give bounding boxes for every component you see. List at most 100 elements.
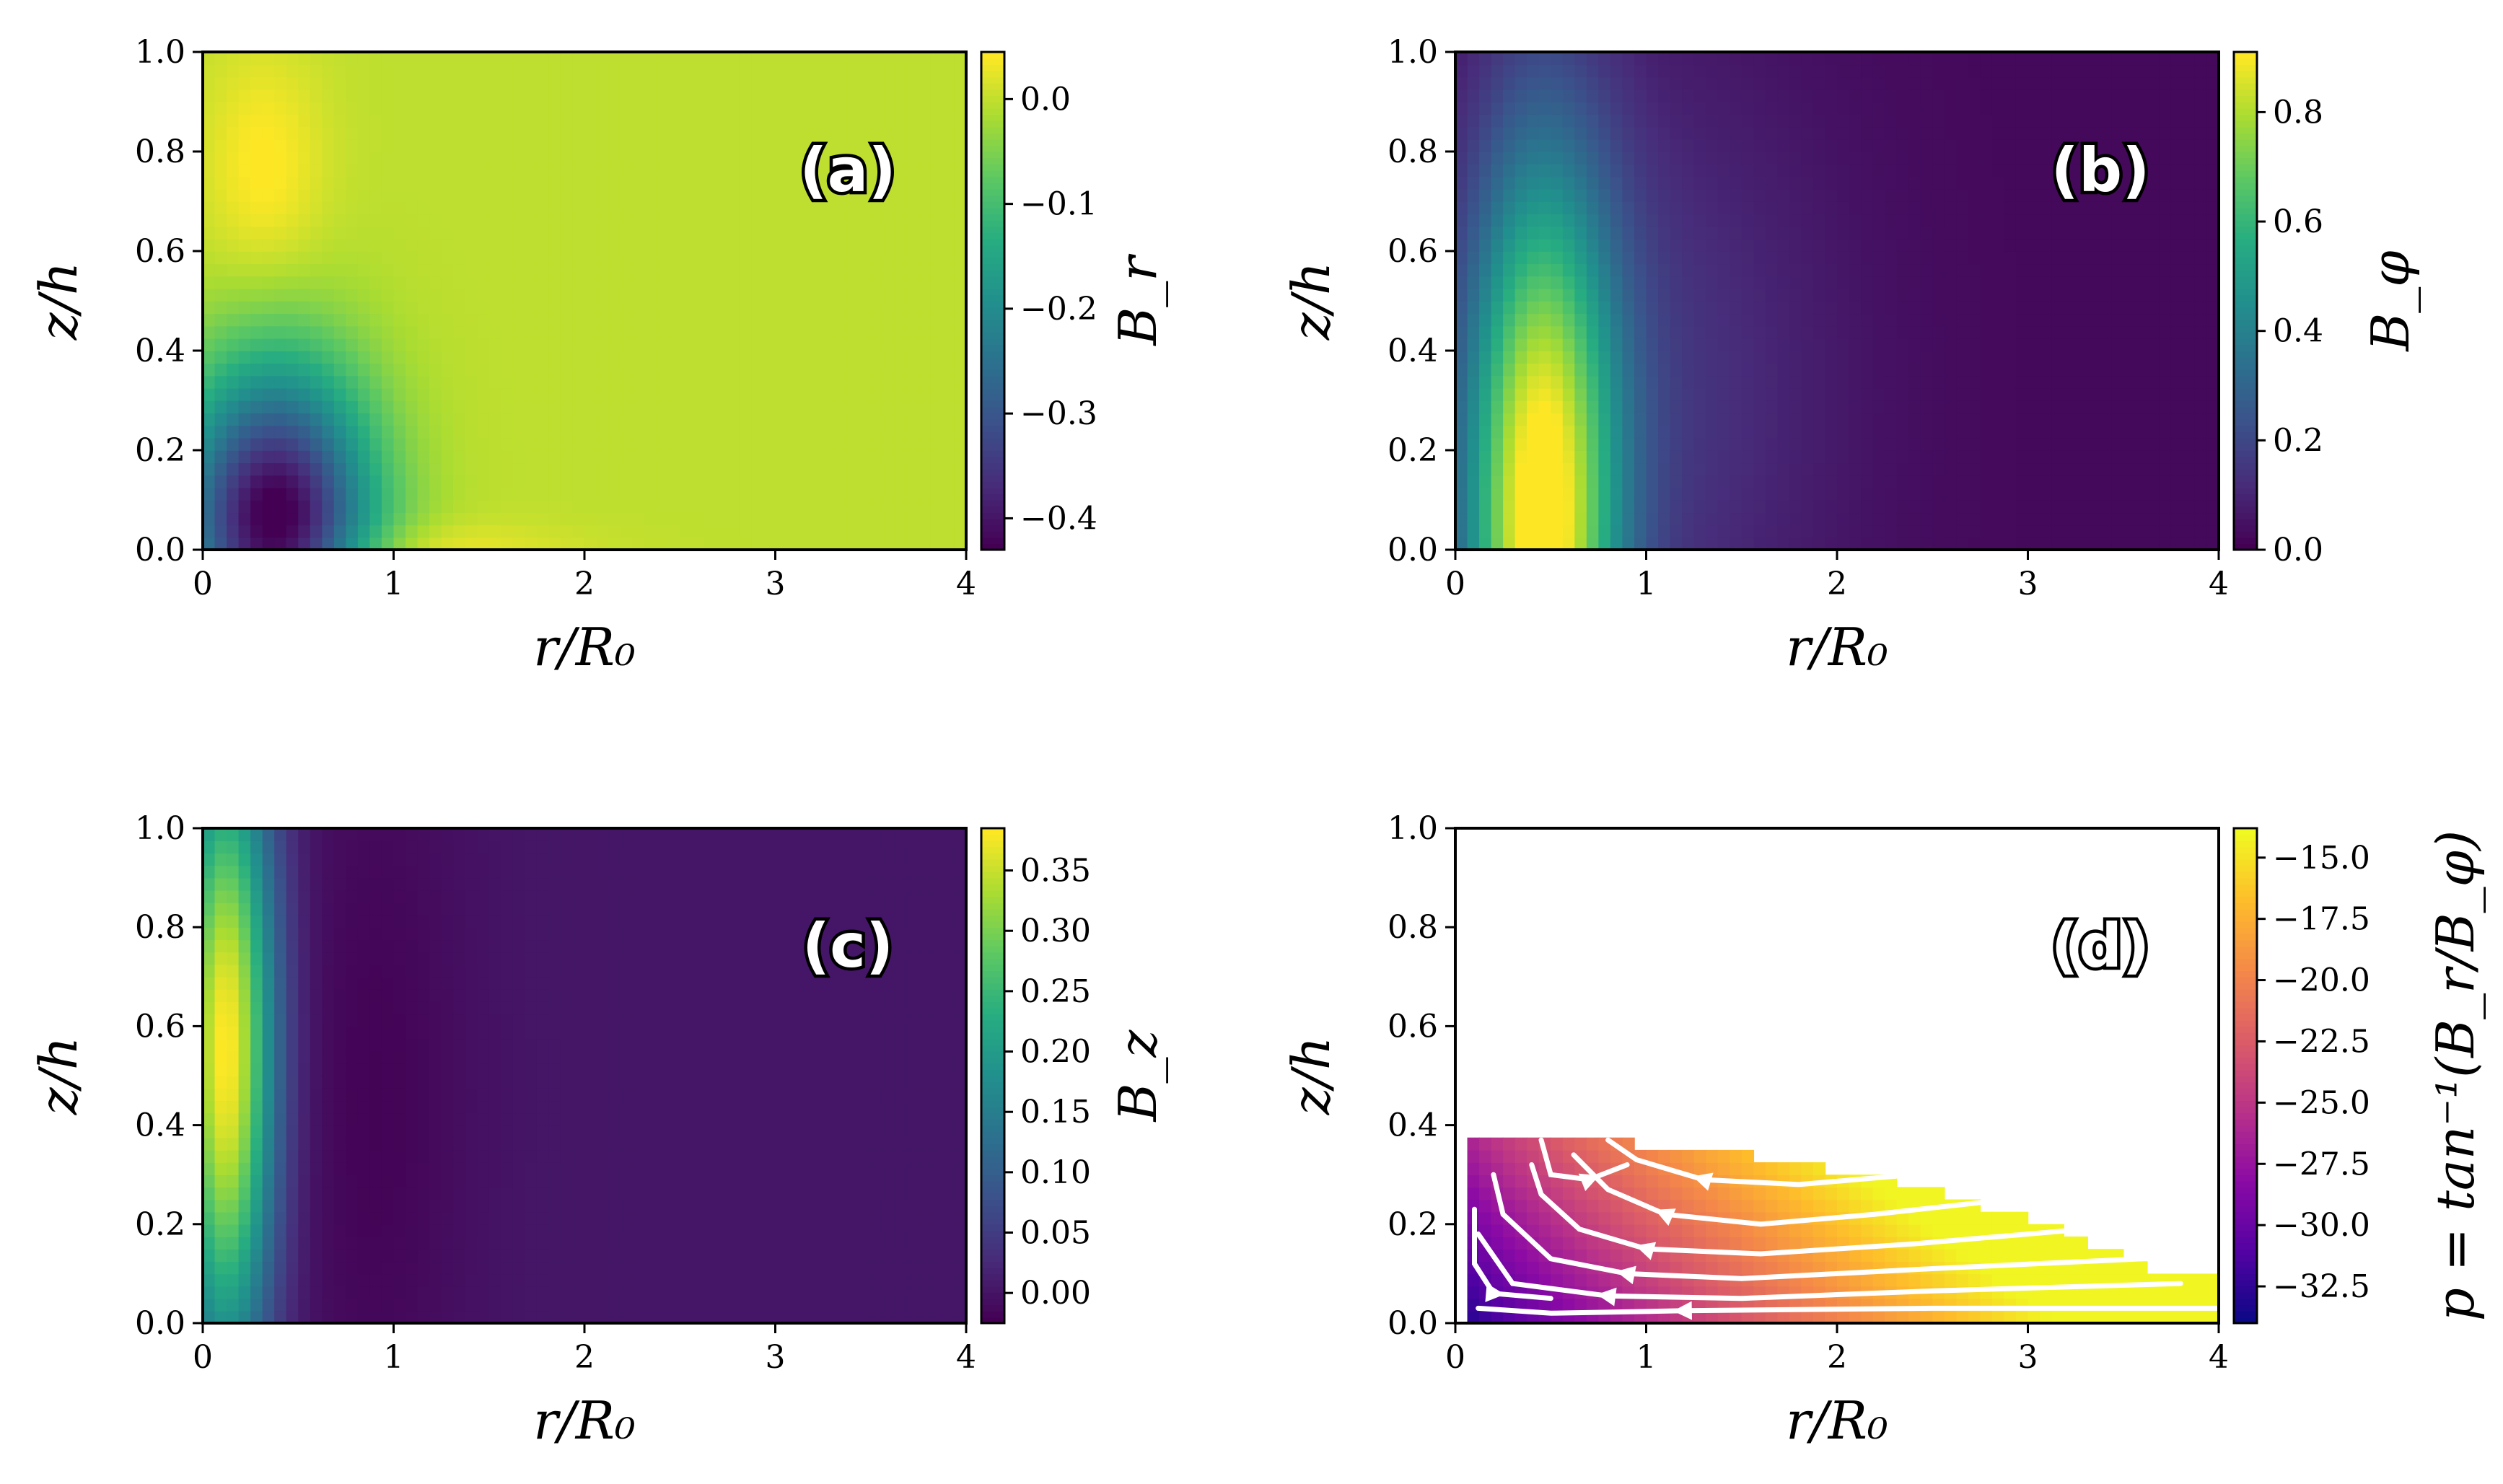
heatmap-cell [882,537,895,550]
heatmap-cell [2028,89,2040,102]
heatmap-cell [1789,425,1802,439]
heatmap-cell [2123,102,2136,115]
heatmap-cell [2075,450,2088,464]
heatmap-cell [942,313,955,327]
heatmap-cell [2051,176,2064,190]
heatmap-cell [1574,387,1587,401]
heatmap-cell [584,288,597,302]
colorbar-segment [981,120,1004,128]
heatmap-cell [1896,338,1909,351]
heatmap-cell [894,276,908,289]
heatmap-cell [954,238,967,252]
heatmap-cell [274,338,287,351]
heatmap-cell [846,214,860,227]
heatmap-cell [918,114,931,128]
heatmap-cell [1896,201,1909,215]
heatmap-cell [560,512,574,526]
heatmap-cell [823,76,836,90]
heatmap-cell [2087,276,2100,289]
heatmap-cell [333,363,347,377]
heatmap-cell [477,400,490,414]
heatmap-cell [2099,500,2113,514]
heatmap-cell [1514,325,1527,339]
heatmap-cell [501,450,514,464]
heatmap-cell [656,375,669,389]
heatmap-cell [906,288,919,302]
heatmap-cell [715,114,729,128]
heatmap-cell [1693,338,1706,351]
heatmap-cell [1538,139,1552,152]
heatmap-cell [1455,363,1468,377]
heatmap-cell [429,251,442,265]
heatmap-cell [1646,214,1659,227]
heatmap-cell [1646,375,1659,389]
heatmap-cell [1837,363,1850,377]
heatmap-cell [1551,351,1564,364]
heatmap-cell [417,238,430,252]
heatmap-cell [1586,176,1600,190]
heatmap-cell [1801,263,1814,277]
heatmap-cell [453,102,466,115]
heatmap-cell [632,226,645,240]
heatmap-cell [2015,512,2029,526]
heatmap-cell [381,288,395,302]
heatmap-cell [560,152,574,165]
heatmap-cell [333,413,347,426]
heatmap-cell [1765,500,1779,514]
heatmap-cell [2075,52,2088,66]
heatmap-cell [1538,375,1552,389]
heatmap-cell [1825,114,1838,128]
heatmap-cell [1765,537,1779,550]
heatmap-cell [2075,176,2088,190]
heatmap-cell [799,387,812,401]
heatmap-cell [1467,400,1480,414]
heatmap-cell [894,338,908,351]
heatmap-cell [691,263,705,277]
heatmap-cell [346,276,359,289]
heatmap-cell [751,214,764,227]
heatmap-cell [1622,251,1635,265]
heatmap-cell [1765,176,1779,190]
heatmap-cell [799,338,812,351]
heatmap-cell [548,126,561,140]
heatmap-cell [357,64,371,78]
heatmap-cell [346,363,359,377]
heatmap-cell [811,89,824,102]
heatmap-cell [2135,462,2148,476]
heatmap-cell [1812,263,1826,277]
heatmap-cell [1717,176,1731,190]
heatmap-cell [1908,188,1921,202]
heatmap-cell [775,500,788,514]
heatmap-cell [333,500,347,514]
heatmap-cell [1801,89,1814,102]
heatmap-cell [250,425,263,439]
heatmap-cell [369,288,382,302]
heatmap-cell [2087,338,2100,351]
heatmap-cell [1634,164,1647,177]
heatmap-cell [1706,450,1719,464]
heatmap-cell [1551,512,1564,526]
heatmap-cell [429,512,442,526]
heatmap-cell [859,201,872,215]
heatmap-cell [1455,89,1468,102]
heatmap-cell [1861,437,1874,451]
heatmap-cell [2135,288,2148,302]
heatmap-cell [1455,387,1468,401]
heatmap-cell [835,152,848,165]
heatmap-cell [2051,114,2064,128]
heatmap-cell [727,164,740,177]
heatmap-cell [1479,214,1492,227]
heatmap-cell [954,214,967,227]
heatmap-cell [274,462,287,476]
heatmap-cell [846,152,860,165]
heatmap-cell [954,400,967,414]
heatmap-cell [369,338,382,351]
heatmap-cell [227,226,240,240]
heatmap-cell [882,351,895,364]
heatmap-cell [1789,375,1802,389]
heatmap-cell [787,52,800,66]
heatmap-cell [2051,226,2064,240]
heatmap-cell [763,76,776,90]
heatmap-cell [548,338,561,351]
heatmap-cell [870,263,884,277]
